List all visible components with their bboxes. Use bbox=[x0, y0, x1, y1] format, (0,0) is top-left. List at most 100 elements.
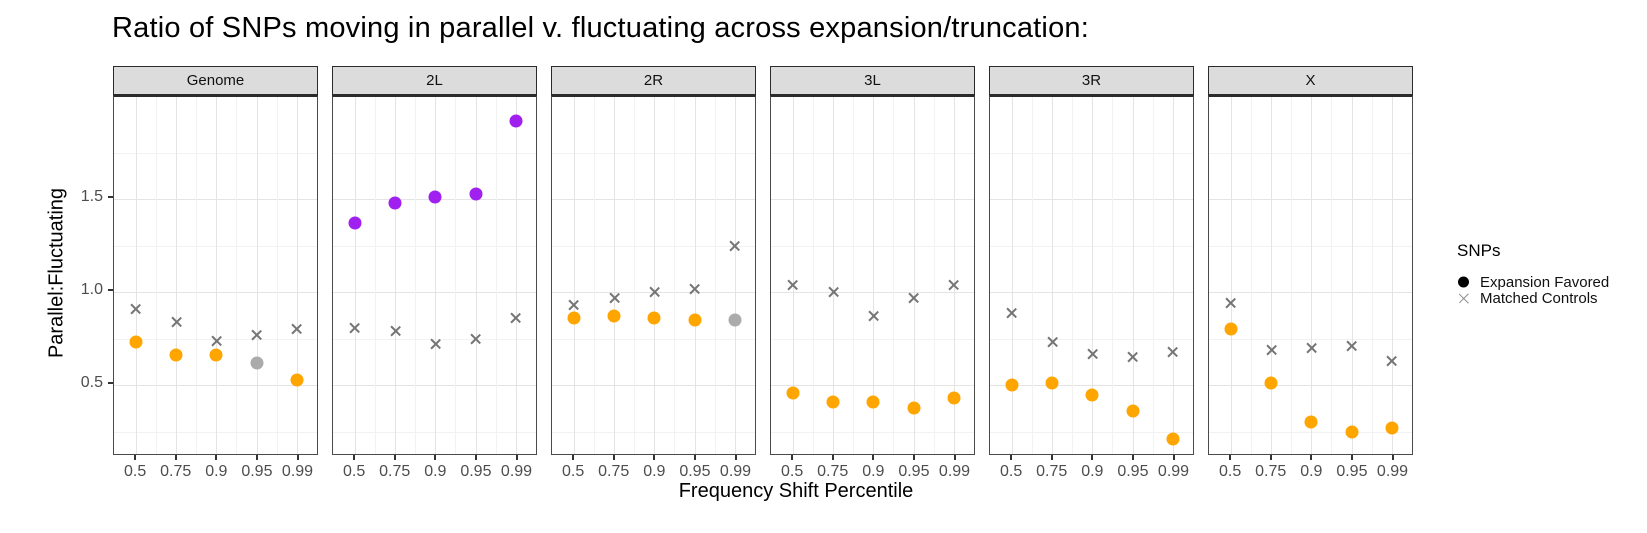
x-tick-mark bbox=[831, 455, 834, 460]
gridline-horizontal-minor bbox=[771, 245, 974, 247]
facet-strip: 2L bbox=[332, 66, 537, 95]
facet-panel: 2R 0.5 0.75 0.9 0.95 0.99 bbox=[551, 66, 756, 482]
point-expansion-favored bbox=[1385, 421, 1399, 435]
gridline-vertical-minor bbox=[1152, 97, 1154, 454]
legend-items: Expansion Favored Matched Controls bbox=[1457, 274, 1609, 307]
facet-strip-label: 2R bbox=[643, 72, 664, 89]
point-expansion-favored bbox=[1085, 388, 1099, 401]
point-expansion-favored bbox=[688, 313, 701, 327]
point-matched-controls bbox=[1224, 297, 1237, 310]
gridline-horizontal-minor bbox=[333, 152, 536, 154]
point-expansion-favored bbox=[647, 311, 661, 325]
x-tick-label: 0.9 bbox=[424, 463, 447, 480]
x-tick-mark bbox=[474, 455, 477, 460]
point-expansion-favored bbox=[509, 114, 523, 128]
point-expansion-favored bbox=[728, 313, 742, 327]
gridline-horizontal-minor bbox=[552, 431, 755, 433]
point-expansion-favored bbox=[250, 356, 263, 370]
gridline-horizontal-major bbox=[114, 199, 317, 201]
point-matched-controls bbox=[1166, 345, 1179, 358]
point-expansion-favored bbox=[1264, 376, 1278, 390]
point-expansion-favored bbox=[607, 309, 621, 323]
gridline-horizontal-major bbox=[333, 292, 536, 294]
point-expansion-favored bbox=[866, 395, 880, 409]
x-tick-mark bbox=[434, 455, 437, 460]
x-tick-label: 0.99 bbox=[500, 463, 533, 480]
point-expansion-favored bbox=[1166, 432, 1180, 446]
x-tick-label: 0.5 bbox=[343, 463, 366, 480]
gridline-vertical-major bbox=[354, 97, 356, 454]
x-tick-labels: 0.5 0.75 0.9 0.95 0.99 bbox=[989, 462, 1194, 482]
x-tick-label: 0.95 bbox=[1117, 463, 1149, 480]
gridline-vertical-major bbox=[573, 97, 575, 454]
x-tick-label: 0.95 bbox=[1336, 463, 1368, 480]
gridline-horizontal-minor bbox=[552, 338, 755, 340]
gridline-horizontal-minor bbox=[1209, 245, 1412, 247]
gridline-horizontal-minor bbox=[771, 431, 974, 433]
gridline-horizontal-minor bbox=[990, 152, 1193, 154]
y-tick-mark bbox=[108, 196, 113, 199]
gridline-horizontal-minor bbox=[990, 338, 1193, 340]
plot-area bbox=[113, 95, 318, 455]
gridline-horizontal-major bbox=[990, 292, 1193, 294]
gridline-horizontal-major bbox=[552, 199, 755, 201]
point-expansion-favored bbox=[786, 386, 800, 400]
gridline-vertical-minor bbox=[236, 97, 238, 454]
x-tick-mark bbox=[215, 455, 218, 460]
chart-title: Ratio of SNPs moving in parallel v. fluc… bbox=[112, 12, 1089, 44]
point-expansion-favored bbox=[388, 196, 402, 210]
gridline-vertical-minor bbox=[1072, 97, 1074, 454]
x-tick-labels: 0.5 0.75 0.9 0.95 0.99 bbox=[332, 462, 537, 482]
point-expansion-favored bbox=[907, 401, 920, 415]
x-tick-mark bbox=[572, 455, 575, 460]
gridline-vertical-major bbox=[1052, 97, 1054, 454]
gridline-vertical-major bbox=[176, 97, 178, 454]
x-tick-mark bbox=[734, 455, 737, 460]
point-expansion-favored bbox=[1224, 322, 1238, 336]
x-tick-mark bbox=[1010, 455, 1013, 460]
gridline-vertical-major bbox=[1391, 97, 1393, 454]
x-tick-mark bbox=[1350, 455, 1353, 460]
legend-x-icon bbox=[1457, 291, 1473, 305]
filled-circle-glyph bbox=[1458, 276, 1469, 288]
x-tick-mark bbox=[1310, 455, 1313, 460]
point-expansion-favored bbox=[1005, 378, 1019, 392]
x-tick-mark bbox=[255, 455, 258, 460]
x-tick-label: 0.5 bbox=[124, 463, 147, 480]
facet-strip-label: 2L bbox=[426, 72, 443, 89]
gridline-horizontal-minor bbox=[333, 431, 536, 433]
point-matched-controls bbox=[170, 315, 183, 328]
legend: SNPs Expansion Favored Matched Controls bbox=[1457, 241, 1609, 307]
legend-title: SNPs bbox=[1457, 241, 1501, 260]
gridline-vertical-major bbox=[1132, 97, 1134, 454]
y-tick-label: 1.5 bbox=[80, 188, 103, 206]
x-tick-label: 0.99 bbox=[1157, 463, 1190, 480]
facet-strip: 3L bbox=[770, 66, 975, 95]
point-matched-controls bbox=[1345, 340, 1358, 353]
point-matched-controls bbox=[728, 239, 741, 252]
gridline-vertical-minor bbox=[375, 97, 377, 454]
gridline-horizontal-major bbox=[771, 385, 974, 387]
legend-item: Matched Controls bbox=[1457, 290, 1609, 307]
point-expansion-favored bbox=[947, 391, 961, 405]
point-matched-controls bbox=[1385, 355, 1398, 368]
x-tick-label: 0.75 bbox=[1036, 463, 1068, 480]
x-tick-label: 0.95 bbox=[460, 463, 492, 480]
gridline-vertical-major bbox=[913, 97, 915, 454]
point-matched-controls bbox=[1005, 306, 1018, 319]
gridline-horizontal-minor bbox=[552, 152, 755, 154]
plot-area bbox=[332, 95, 537, 455]
gridline-horizontal-minor bbox=[114, 152, 317, 154]
plot-area bbox=[989, 95, 1194, 455]
gridline-horizontal-minor bbox=[771, 152, 974, 154]
gridline-horizontal-minor bbox=[771, 338, 974, 340]
gridline-horizontal-major bbox=[114, 385, 317, 387]
x-tick-mark bbox=[515, 455, 518, 460]
facet-strip: X bbox=[1208, 66, 1413, 95]
x-tick-label: 0.99 bbox=[938, 463, 971, 480]
point-matched-controls bbox=[608, 291, 621, 304]
point-matched-controls bbox=[827, 286, 840, 299]
point-matched-controls bbox=[1265, 343, 1278, 356]
gridline-horizontal-major bbox=[1209, 292, 1412, 294]
